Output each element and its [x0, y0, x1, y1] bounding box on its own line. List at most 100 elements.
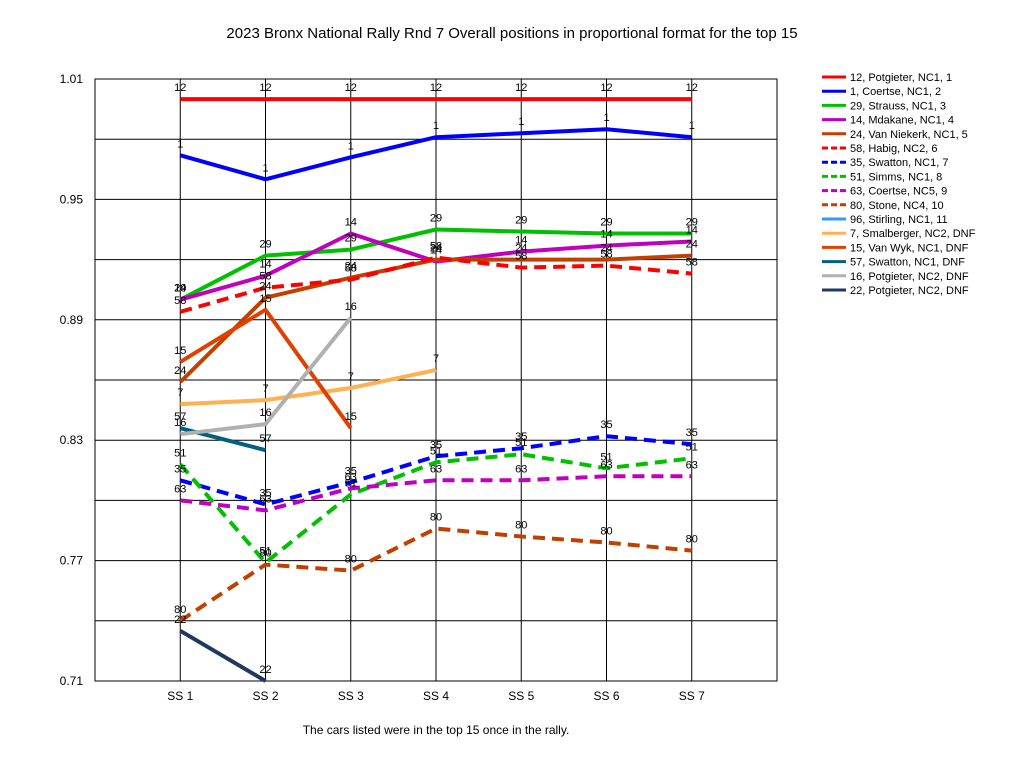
point-label: 58	[515, 251, 527, 263]
legend-entry: 22, Potgieter, NC2, DNF	[850, 285, 969, 297]
x-tick-label: SS 1	[167, 689, 193, 703]
series-line	[179, 127, 692, 182]
point-label: 16	[174, 417, 186, 429]
point-label: 63	[430, 463, 442, 475]
point-label: 63	[515, 463, 527, 475]
point-label: 29	[174, 283, 186, 295]
series-line	[178, 253, 692, 384]
point-label: 63	[345, 471, 357, 483]
legend-entry: 15, Van Wyk, NC1, DNF	[850, 242, 969, 254]
point-label: 7	[348, 371, 354, 383]
chart-footnote: The cars listed were in the top 15 once …	[303, 723, 570, 737]
point-label: 1	[518, 116, 524, 128]
chart-title: 2023 Bronx National Rally Rnd 7 Overall …	[226, 25, 797, 42]
point-label: 58	[345, 263, 357, 275]
point-label: 80	[345, 554, 357, 566]
point-label: 57	[174, 411, 186, 423]
point-label: 51	[430, 445, 442, 457]
y-tick-label: 1.01	[60, 72, 84, 86]
point-label: 14	[345, 217, 357, 229]
point-label: 1	[262, 162, 268, 174]
point-label: 51	[686, 441, 698, 453]
point-label: 51	[600, 451, 612, 463]
point-label: 7	[433, 353, 439, 365]
point-label: 24	[515, 243, 527, 255]
point-label: 51	[345, 477, 357, 489]
y-tick-label: 0.71	[60, 674, 84, 688]
point-label: 29	[259, 239, 271, 251]
point-label: 35	[600, 419, 612, 431]
point-label: 80	[174, 604, 186, 616]
point-label: 29	[600, 217, 612, 229]
point-label: 80	[515, 520, 527, 532]
point-label: 58	[259, 271, 271, 283]
x-tick-label: SS 3	[338, 689, 364, 703]
point-label: 80	[259, 548, 271, 560]
point-label: 22	[174, 614, 186, 626]
point-label: 15	[259, 293, 271, 305]
point-label: 14	[430, 245, 442, 257]
legend-entry: 80, Stone, NC4, 10	[850, 200, 944, 212]
point-label: 58	[686, 257, 698, 269]
point-label: 24	[174, 365, 186, 377]
point-label: 1	[433, 120, 439, 132]
point-label: 58	[430, 241, 442, 253]
point-label: 12	[686, 82, 698, 94]
legend-entry: 57, Swatton, NC1, DNF	[850, 257, 965, 269]
point-label: 7	[177, 387, 183, 399]
legend: 12, Potgieter, NC1, 1 1, Coertse, NC1, 2 2…	[822, 72, 976, 297]
point-label: 80	[430, 511, 442, 523]
series-lines	[178, 97, 693, 683]
legend-entry: 24, Van Niekerk, NC1, 5	[850, 129, 968, 141]
point-label: 29	[345, 233, 357, 245]
series-line	[180, 316, 353, 437]
point-label: 35	[345, 465, 357, 477]
point-label: 24	[259, 281, 271, 293]
series-line	[179, 526, 692, 623]
point-label: 15	[174, 345, 186, 357]
point-label: 24	[345, 261, 357, 273]
point-label: 35	[430, 439, 442, 451]
point-label: 22	[259, 664, 271, 676]
legend-entry: 14, Mdakane, NC1, 4	[850, 115, 954, 127]
legend-entry: 58, Habig, NC2, 6	[850, 143, 937, 155]
point-label: 24	[600, 243, 612, 255]
x-tick-label: SS 4	[423, 689, 449, 703]
point-label: 14	[600, 229, 612, 241]
point-label: 12	[515, 82, 527, 94]
y-tick-labels: 0.71 0.77 0.83 0.89 0.95 1.01	[60, 72, 84, 688]
legend-entry: 63, Coertse, NC5, 9	[850, 186, 947, 198]
point-label: 35	[174, 463, 186, 475]
point-label: 1	[177, 138, 183, 150]
point-label: 1	[689, 120, 695, 132]
series-line	[179, 434, 692, 507]
legend-entry: 29, Strauss, NC1, 3	[850, 100, 946, 112]
legend-entry: 96, Stirling, NC1, 11	[850, 214, 948, 226]
point-label: 80	[686, 534, 698, 546]
point-label: 12	[345, 82, 357, 94]
plot-grid	[94, 78, 778, 682]
legend-entry: 35, Swatton, NC1, 7	[850, 157, 948, 169]
point-label: 35	[686, 427, 698, 439]
point-label: 63	[259, 493, 271, 505]
point-label: 7	[262, 383, 268, 395]
point-label: 58	[174, 295, 186, 307]
point-label: 51	[515, 437, 527, 449]
point-label: 35	[515, 431, 527, 443]
point-label: 29	[515, 215, 527, 227]
point-label: 1	[603, 112, 609, 124]
series-line	[179, 307, 353, 430]
point-label: 15	[345, 411, 357, 423]
legend-entry: 16, Potgieter, NC2, DNF	[850, 271, 969, 283]
point-label: 51	[259, 546, 271, 558]
point-label: 14	[515, 235, 527, 247]
point-label: 24	[430, 243, 442, 255]
legend-entry: 12, Potgieter, NC1, 1	[850, 72, 952, 84]
point-label: 12	[600, 82, 612, 94]
point-label: 63	[600, 459, 612, 471]
y-tick-label: 0.89	[60, 313, 84, 327]
point-label: 29	[430, 213, 442, 225]
legend-entry: 51, Simms, NC1, 8	[850, 171, 942, 183]
legend-entry: 7, Smalberger, NC2, DNF	[850, 228, 976, 240]
